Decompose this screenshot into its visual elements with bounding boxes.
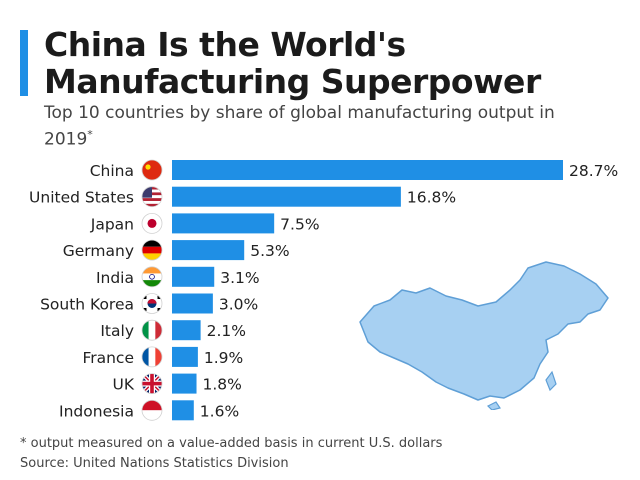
flag-japan-icon [141,213,163,234]
category-label: France [82,349,134,367]
footnote: * output measured on a value-added basis… [20,436,443,451]
value-label: 7.5% [280,215,319,233]
bar [172,400,194,421]
value-label: 1.8% [203,376,242,394]
category-label: India [96,269,134,287]
bar-chart: China 28.7% United States 16.8% Japan 7.5% Ger… [29,159,618,421]
title-accent-bar [20,30,28,96]
subtitle-text: Top 10 countries by share of global manu… [44,103,555,150]
flag-indonesia-icon [141,399,163,421]
value-label: 1.9% [204,349,243,367]
value-label: 2.1% [207,322,246,340]
flag-italy-icon [141,319,163,341]
source-note: Source: United Nations Statistics Divisi… [20,456,289,471]
flag-france-icon [141,346,163,368]
value-label: 5.3% [250,242,289,260]
category-label: Japan [90,215,134,233]
value-label: 1.6% [200,402,239,420]
china-map-icon [359,261,609,410]
value-label: 3.0% [219,296,258,314]
taiwan-island [545,370,557,392]
category-label: China [90,162,134,180]
bar [172,373,197,394]
bar [172,346,198,367]
bar [172,186,401,207]
bar [172,266,215,287]
category-label: United States [29,189,134,207]
flag-china-icon [141,159,163,181]
flag-united-states-icon [141,186,163,208]
flag-uk-icon [141,373,163,395]
category-label: Italy [100,322,134,340]
bar [172,320,201,341]
value-label: 28.7% [569,162,618,180]
bar [172,240,245,261]
value-label: 16.8% [407,189,456,207]
bar [172,213,275,234]
flag-india-icon [141,266,163,288]
hainan-island [486,401,501,410]
value-label: 3.1% [220,269,259,287]
bar [172,160,563,180]
flag-south-korea-icon [141,293,163,314]
category-label: UK [112,376,134,394]
bar [172,293,213,314]
subtitle-footnote-mark: * [87,128,93,141]
flag-germany-icon [141,239,163,261]
china-map-shape [359,261,609,401]
page-title: China Is the World's Manufacturing Super… [44,25,541,101]
subtitle: Top 10 countries by share of global manu… [44,103,564,151]
category-label: South Korea [40,296,134,314]
category-label: Indonesia [59,402,134,420]
category-label: Germany [63,242,134,260]
